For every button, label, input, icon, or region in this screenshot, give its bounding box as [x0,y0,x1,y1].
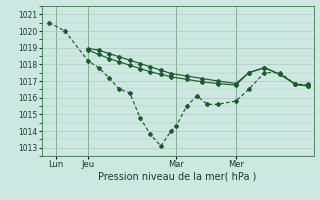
X-axis label: Pression niveau de la mer( hPa ): Pression niveau de la mer( hPa ) [99,172,257,182]
